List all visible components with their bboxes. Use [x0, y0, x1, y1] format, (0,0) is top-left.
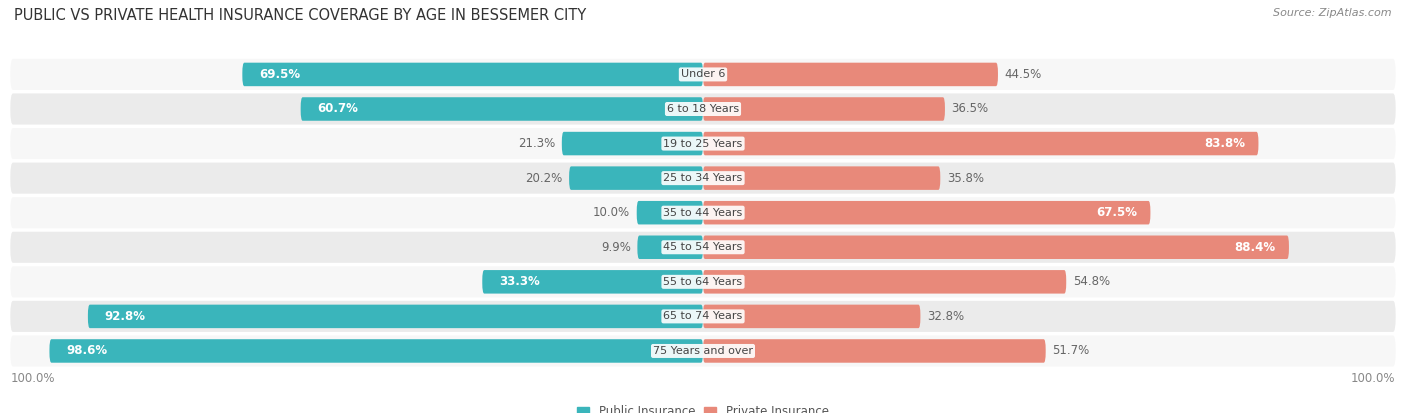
Text: 69.5%: 69.5% — [259, 68, 299, 81]
FancyBboxPatch shape — [569, 166, 703, 190]
FancyBboxPatch shape — [562, 132, 703, 155]
Text: 45 to 54 Years: 45 to 54 Years — [664, 242, 742, 252]
FancyBboxPatch shape — [10, 163, 1396, 194]
Text: 60.7%: 60.7% — [318, 102, 359, 116]
FancyBboxPatch shape — [703, 270, 1066, 294]
Text: 98.6%: 98.6% — [66, 344, 107, 358]
Legend: Public Insurance, Private Insurance: Public Insurance, Private Insurance — [572, 401, 834, 413]
FancyBboxPatch shape — [703, 97, 945, 121]
Text: 51.7%: 51.7% — [1052, 344, 1090, 358]
Text: PUBLIC VS PRIVATE HEALTH INSURANCE COVERAGE BY AGE IN BESSEMER CITY: PUBLIC VS PRIVATE HEALTH INSURANCE COVER… — [14, 8, 586, 23]
Text: 33.3%: 33.3% — [499, 275, 540, 288]
Text: 100.0%: 100.0% — [1351, 372, 1396, 385]
FancyBboxPatch shape — [703, 339, 1046, 363]
Text: Under 6: Under 6 — [681, 69, 725, 79]
Text: 88.4%: 88.4% — [1234, 241, 1275, 254]
Text: 67.5%: 67.5% — [1097, 206, 1137, 219]
Text: 65 to 74 Years: 65 to 74 Years — [664, 311, 742, 321]
FancyBboxPatch shape — [10, 335, 1396, 366]
FancyBboxPatch shape — [89, 305, 703, 328]
Text: Source: ZipAtlas.com: Source: ZipAtlas.com — [1274, 8, 1392, 18]
Text: 10.0%: 10.0% — [593, 206, 630, 219]
Text: 44.5%: 44.5% — [1004, 68, 1042, 81]
FancyBboxPatch shape — [703, 305, 921, 328]
FancyBboxPatch shape — [637, 235, 703, 259]
Text: 75 Years and over: 75 Years and over — [652, 346, 754, 356]
Text: 19 to 25 Years: 19 to 25 Years — [664, 139, 742, 149]
Text: 32.8%: 32.8% — [927, 310, 965, 323]
FancyBboxPatch shape — [10, 197, 1396, 228]
Text: 54.8%: 54.8% — [1073, 275, 1109, 288]
Text: 21.3%: 21.3% — [517, 137, 555, 150]
FancyBboxPatch shape — [10, 232, 1396, 263]
Text: 9.9%: 9.9% — [600, 241, 631, 254]
FancyBboxPatch shape — [242, 63, 703, 86]
Text: 6 to 18 Years: 6 to 18 Years — [666, 104, 740, 114]
FancyBboxPatch shape — [49, 339, 703, 363]
Text: 100.0%: 100.0% — [10, 372, 55, 385]
FancyBboxPatch shape — [703, 63, 998, 86]
FancyBboxPatch shape — [10, 301, 1396, 332]
FancyBboxPatch shape — [301, 97, 703, 121]
Text: 35 to 44 Years: 35 to 44 Years — [664, 208, 742, 218]
Text: 55 to 64 Years: 55 to 64 Years — [664, 277, 742, 287]
FancyBboxPatch shape — [10, 93, 1396, 125]
Text: 25 to 34 Years: 25 to 34 Years — [664, 173, 742, 183]
Text: 92.8%: 92.8% — [104, 310, 145, 323]
Text: 83.8%: 83.8% — [1204, 137, 1246, 150]
Text: 20.2%: 20.2% — [526, 172, 562, 185]
FancyBboxPatch shape — [10, 59, 1396, 90]
FancyBboxPatch shape — [703, 201, 1150, 224]
FancyBboxPatch shape — [10, 266, 1396, 297]
FancyBboxPatch shape — [10, 128, 1396, 159]
Text: 36.5%: 36.5% — [952, 102, 988, 116]
FancyBboxPatch shape — [703, 166, 941, 190]
Text: 35.8%: 35.8% — [946, 172, 984, 185]
FancyBboxPatch shape — [703, 235, 1289, 259]
FancyBboxPatch shape — [482, 270, 703, 294]
FancyBboxPatch shape — [637, 201, 703, 224]
FancyBboxPatch shape — [703, 132, 1258, 155]
